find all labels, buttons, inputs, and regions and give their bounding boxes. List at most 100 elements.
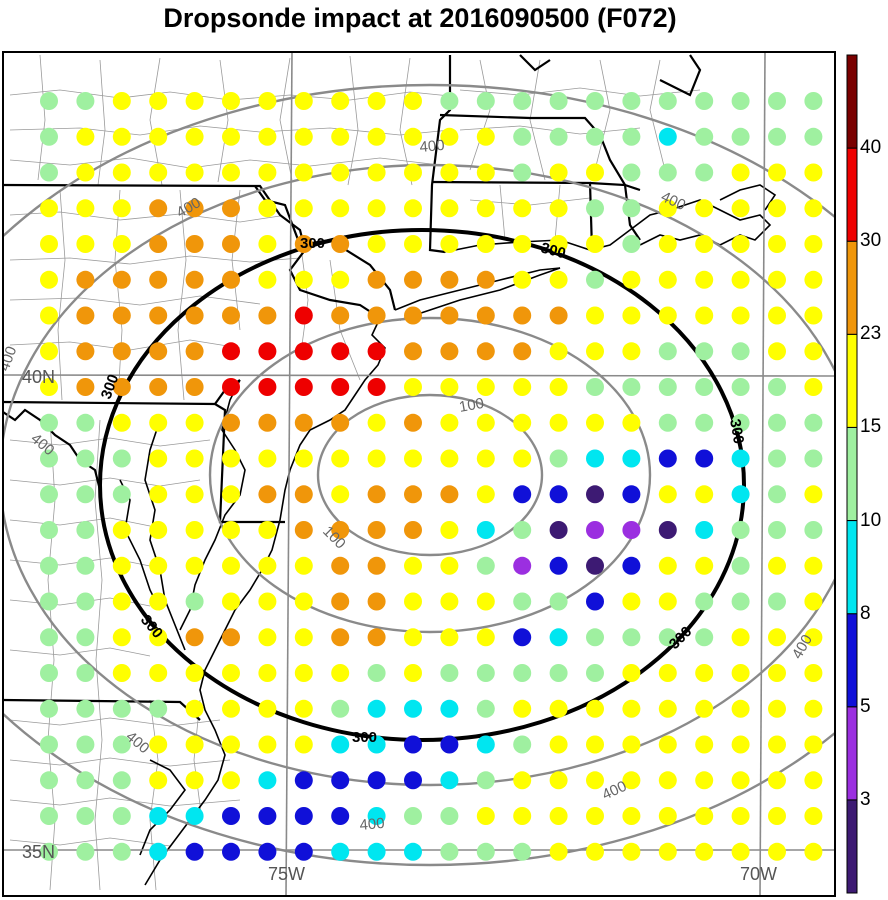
colorbar-label: 40 — [860, 137, 882, 159]
impact-dot — [513, 556, 532, 575]
impact-dot — [367, 235, 386, 253]
impact-dot — [658, 163, 677, 182]
impact-dot — [804, 664, 823, 682]
impact-dot — [367, 842, 386, 861]
impact-dot — [768, 92, 786, 110]
impact-dot — [40, 699, 58, 718]
impact-dot — [222, 342, 240, 361]
impact-dot — [440, 592, 459, 611]
impact-dot — [549, 449, 568, 468]
impact-dot — [367, 92, 386, 110]
impact-dot — [40, 449, 58, 468]
impact-dot — [622, 342, 641, 361]
impact-dot — [258, 342, 277, 361]
impact-dot — [804, 842, 823, 861]
impact-dot — [622, 485, 641, 504]
impact-dot — [294, 807, 313, 825]
impact-dot — [367, 556, 386, 575]
impact-dot — [731, 592, 750, 611]
contour-label-300-a: 300 — [539, 239, 568, 262]
impact-dot — [149, 449, 168, 468]
impact-dot — [222, 699, 240, 718]
impact-dot — [440, 235, 459, 253]
impact-dot — [586, 92, 604, 110]
impact-dot — [440, 807, 459, 825]
impact-dot — [586, 664, 604, 682]
distance-rings — [3, 83, 835, 867]
impact-dot — [331, 270, 350, 289]
impact-dot — [76, 270, 95, 289]
impact-dot — [768, 485, 786, 504]
impact-dot — [440, 556, 459, 575]
impact-dot — [476, 163, 495, 182]
colorbar-swatch — [846, 147, 858, 242]
impact-dot — [367, 378, 386, 396]
impact-dot — [513, 842, 532, 861]
impact-dot — [185, 699, 204, 718]
impact-dot — [476, 699, 495, 718]
impact-dot — [149, 270, 168, 289]
impact-dot — [768, 127, 786, 146]
impact-dot — [440, 628, 459, 647]
impact-dot — [40, 771, 58, 790]
contour-label-400-g: 400 — [359, 815, 385, 834]
impact-dot — [258, 556, 277, 575]
impact-dot — [258, 807, 277, 825]
impact-dot — [513, 270, 532, 289]
impact-dot — [40, 485, 58, 504]
impact-dot — [513, 199, 532, 218]
impact-dot — [76, 342, 95, 361]
impact-dot — [404, 92, 422, 110]
impact-dot — [731, 521, 750, 539]
impact-dot — [367, 664, 386, 682]
impact-dot — [549, 92, 568, 110]
impact-dot — [440, 485, 459, 504]
impact-dot — [112, 628, 131, 647]
impact-dot — [731, 127, 750, 146]
impact-dot — [258, 306, 277, 325]
impact-dot — [404, 342, 422, 361]
impact-dot — [549, 807, 568, 825]
impact-dot — [185, 592, 204, 611]
impact-dot — [513, 485, 532, 504]
impact-dot — [658, 127, 677, 146]
impact-dot — [294, 163, 313, 182]
impact-dot — [185, 413, 204, 432]
impact-dot — [149, 378, 168, 396]
impact-dot — [404, 735, 422, 754]
impact-dot — [331, 521, 350, 539]
contour-label-300-e: 300 — [352, 729, 377, 746]
impact-dot — [586, 521, 604, 539]
impact-dot — [513, 628, 532, 647]
impact-dot — [586, 163, 604, 182]
contour-label-100-a: 100 — [458, 395, 486, 416]
impact-dot — [112, 342, 131, 361]
impact-dot — [768, 771, 786, 790]
impact-dot — [695, 556, 714, 575]
impact-dot — [658, 306, 677, 325]
impact-dot — [294, 449, 313, 468]
impact-dot — [586, 270, 604, 289]
impact-dot — [513, 735, 532, 754]
impact-dot — [294, 92, 313, 110]
impact-dot — [404, 842, 422, 861]
impact-dot — [367, 807, 386, 825]
impact-dot — [549, 306, 568, 325]
impact-dot — [112, 127, 131, 146]
impact-dot — [513, 413, 532, 432]
impact-dot — [149, 628, 168, 647]
impact-dot — [476, 842, 495, 861]
impact-dot — [404, 199, 422, 218]
lon-label-70w: 70W — [740, 864, 777, 884]
colorbar-label: 3 — [860, 788, 871, 810]
impact-dot — [294, 378, 313, 396]
impact-dot — [258, 163, 277, 182]
colorbar-swatch — [846, 240, 858, 335]
impact-dot — [404, 521, 422, 539]
impact-dot — [76, 127, 95, 146]
impact-dot — [768, 306, 786, 325]
chart-title: Dropsonde impact at 2016090500 (F072) — [163, 3, 677, 33]
impact-dot — [76, 735, 95, 754]
impact-dot — [476, 449, 495, 468]
impact-dot — [76, 378, 95, 396]
